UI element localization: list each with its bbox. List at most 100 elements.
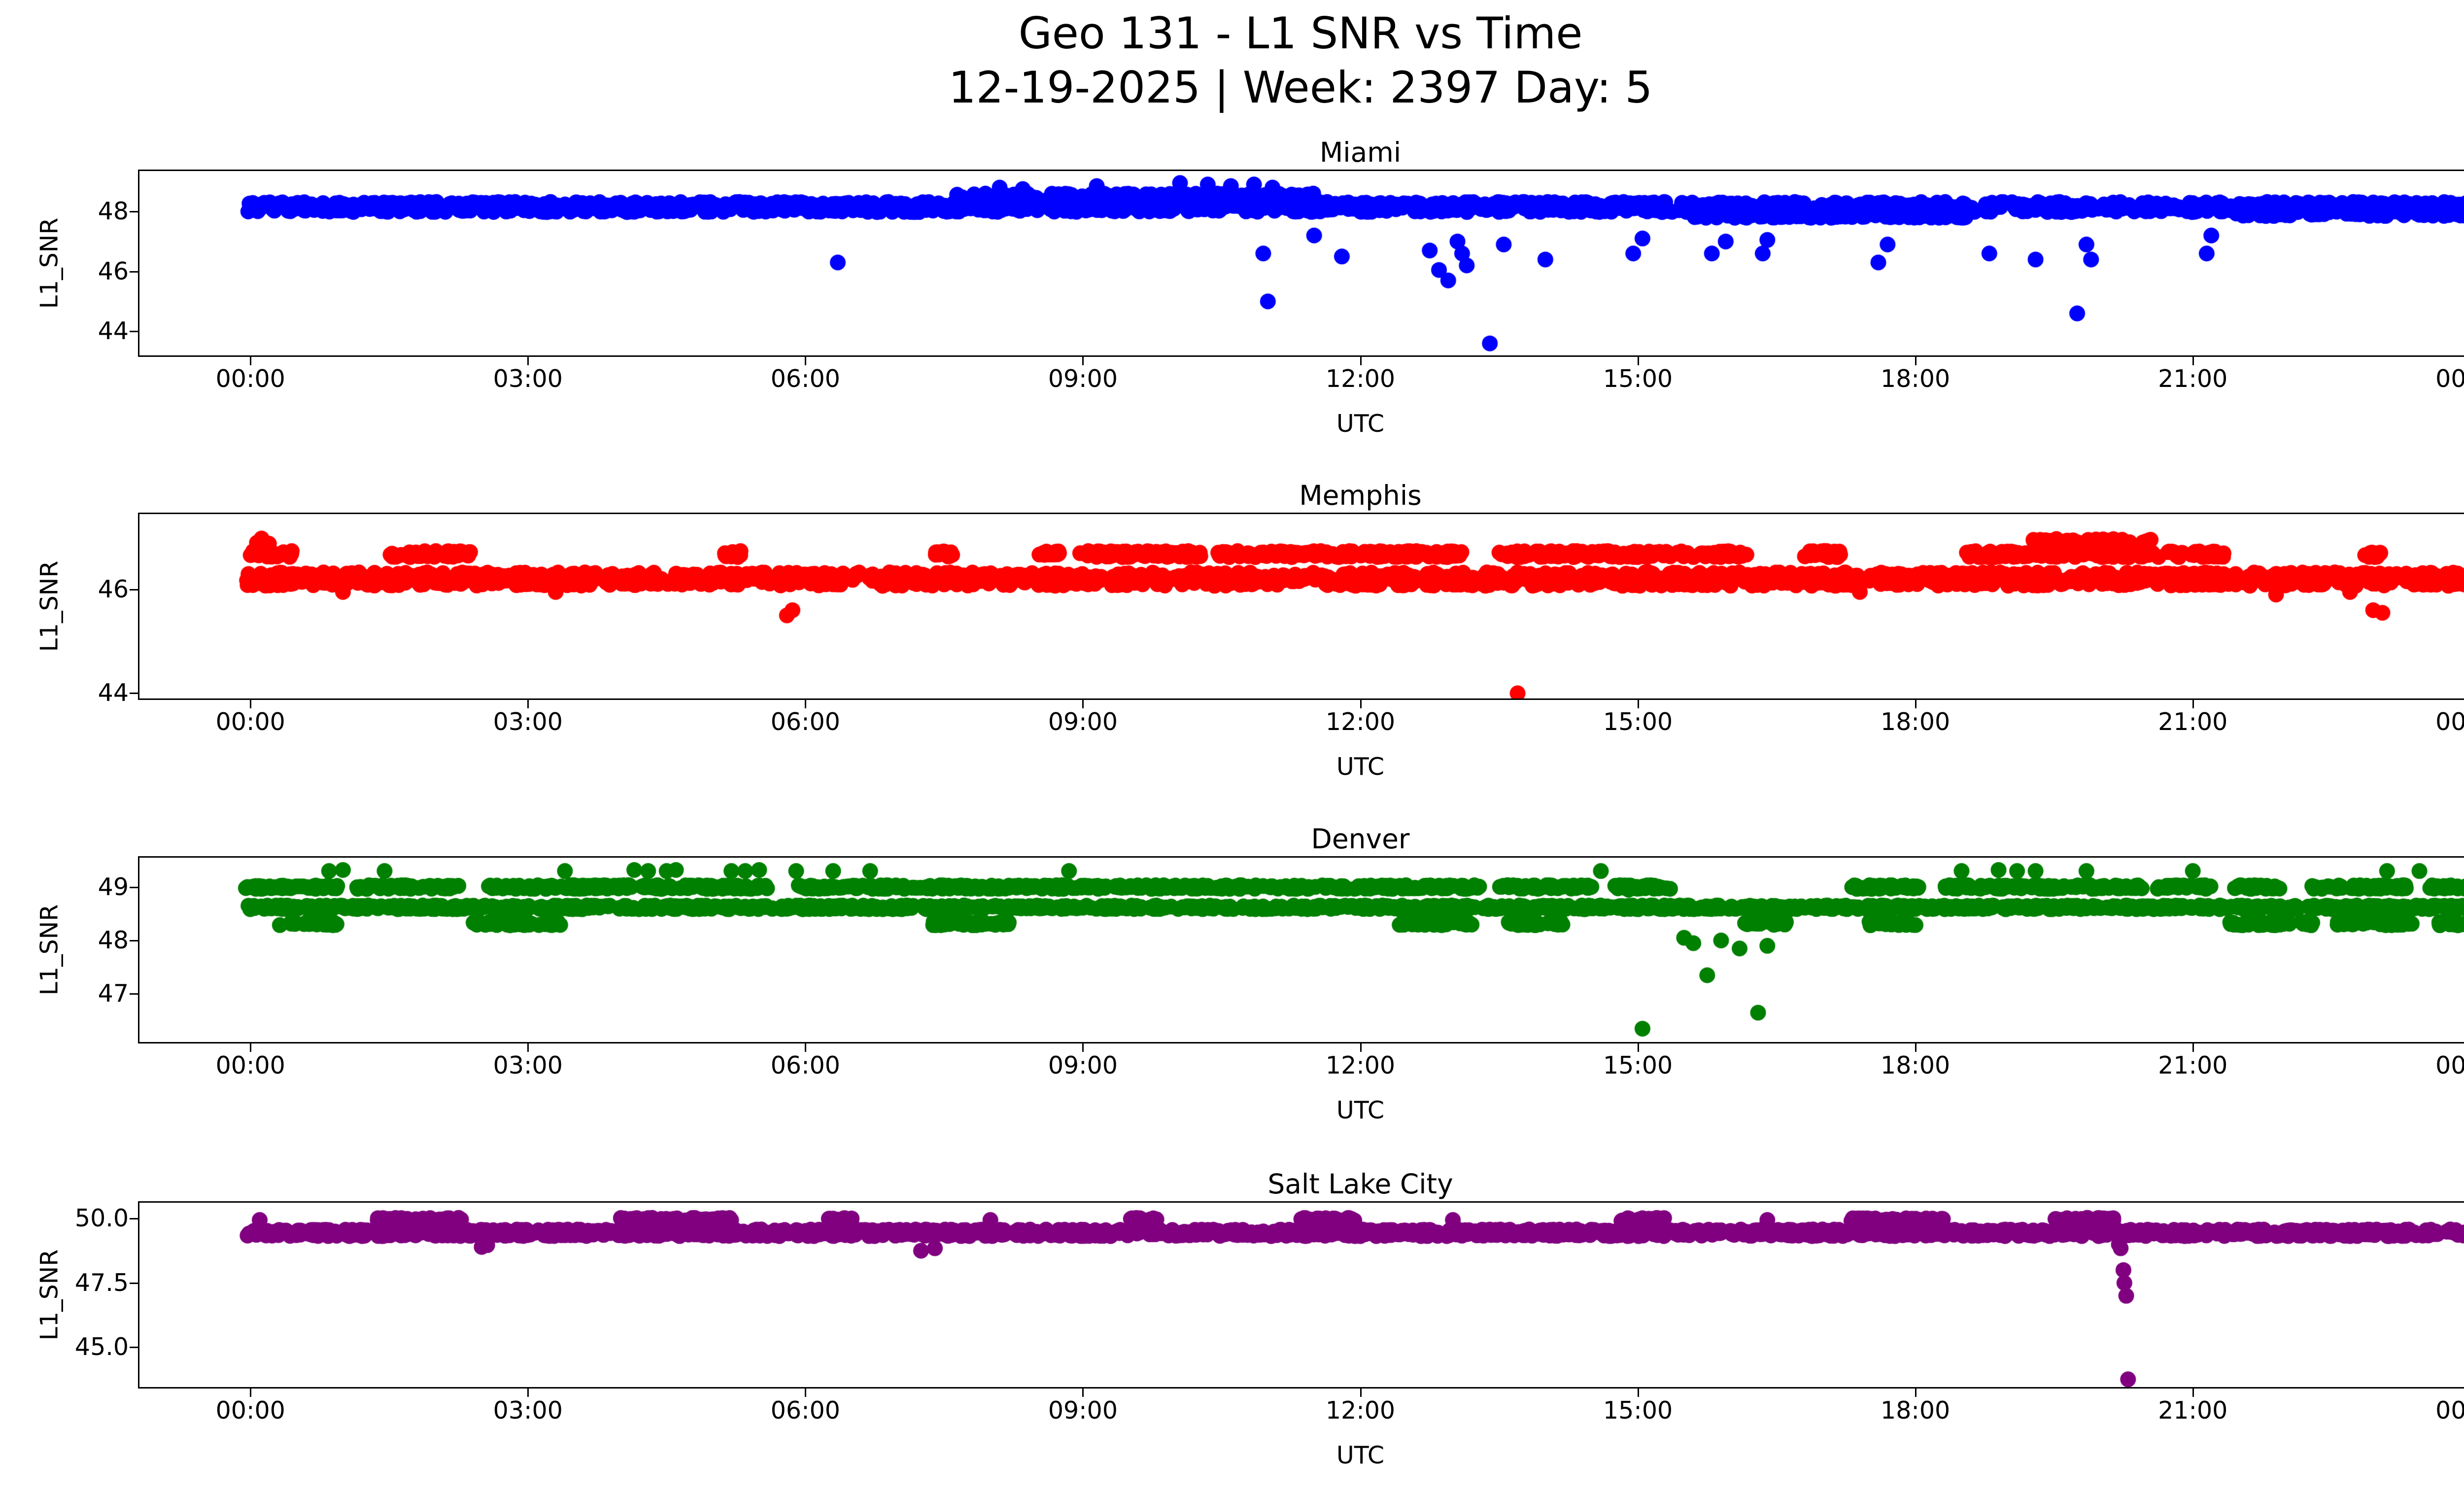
y-tick-label: 44 [98, 317, 129, 346]
x-tick-label: 21:00 [2158, 708, 2228, 736]
x-axis-label-denver: UTC [1336, 1096, 1385, 1124]
memphis-scatter-canvas [139, 514, 2464, 698]
y-tick-label: 46 [98, 257, 129, 285]
x-tick-label: 21:00 [2158, 1051, 2228, 1079]
x-tick-mark [1637, 700, 1639, 708]
y-tick-mark [130, 1218, 138, 1220]
x-tick-mark [2192, 1043, 2194, 1052]
x-tick-label: 00:00 [215, 708, 285, 736]
x-tick-mark [1637, 1043, 1639, 1052]
x-tick-mark [1082, 357, 1084, 365]
x-tick-label: 06:00 [770, 708, 840, 736]
x-tick-mark [1360, 357, 1362, 365]
x-tick-label: 15:00 [1603, 1051, 1673, 1079]
denver-scatter-canvas [139, 858, 2464, 1042]
x-tick-label: 18:00 [1881, 708, 1951, 736]
x-tick-label: 12:00 [1325, 365, 1396, 393]
subplot-title-miami: Miami [1319, 137, 1402, 168]
x-tick-label: 12:00 [1325, 1396, 1396, 1425]
y-tick-mark [130, 993, 138, 995]
x-tick-label: 18:00 [1881, 1051, 1951, 1079]
x-axis-label-salt-lake-city: UTC [1336, 1441, 1385, 1469]
x-axis-label-memphis: UTC [1336, 753, 1385, 781]
x-tick-label: 15:00 [1603, 365, 1673, 393]
plot-area-salt-lake-city [138, 1201, 2464, 1389]
x-tick-mark [1082, 1043, 1084, 1052]
x-tick-mark [2192, 1389, 2194, 1397]
x-tick-label: 00:00 [215, 1396, 285, 1425]
y-tick-mark [130, 589, 138, 591]
subplot-title-salt-lake-city: Salt Lake City [1267, 1168, 1453, 1200]
x-tick-mark [250, 357, 252, 365]
y-tick-mark [130, 1282, 138, 1284]
x-tick-label: 00:00 [2435, 1396, 2464, 1425]
x-tick-label: 09:00 [1048, 1051, 1118, 1079]
figure-title-line2: 12-19-2025 | Week: 2397 Day: 5 [948, 62, 1653, 113]
x-tick-mark [805, 700, 807, 708]
x-tick-mark [2192, 700, 2194, 708]
figure-title-line1: Geo 131 - L1 SNR vs Time [1018, 8, 1583, 59]
x-tick-mark [805, 1389, 807, 1397]
x-tick-label: 03:00 [493, 1051, 563, 1079]
x-tick-label: 12:00 [1325, 1051, 1396, 1079]
x-tick-mark [250, 700, 252, 708]
x-tick-label: 06:00 [770, 1396, 840, 1425]
y-tick-label: 47.5 [74, 1268, 129, 1297]
y-tick-label: 48 [98, 197, 129, 226]
x-tick-mark [1360, 1043, 1362, 1052]
x-tick-label: 12:00 [1325, 708, 1396, 736]
x-tick-mark [1360, 1389, 1362, 1397]
x-tick-mark [527, 1043, 529, 1052]
x-tick-mark [1915, 1043, 1916, 1052]
x-tick-mark [1082, 700, 1084, 708]
x-tick-label: 06:00 [770, 1051, 840, 1079]
x-tick-mark [1915, 357, 1916, 365]
x-tick-label: 09:00 [1048, 1396, 1118, 1425]
x-tick-label: 15:00 [1603, 708, 1673, 736]
x-tick-label: 00:00 [2435, 708, 2464, 736]
miami-scatter-canvas [139, 171, 2464, 355]
x-tick-label: 06:00 [770, 365, 840, 393]
y-tick-mark [130, 1347, 138, 1349]
x-tick-mark [527, 700, 529, 708]
y-tick-label: 47 [98, 979, 129, 1008]
x-tick-label: 21:00 [2158, 365, 2228, 393]
y-tick-mark [130, 331, 138, 333]
x-tick-label: 09:00 [1048, 708, 1118, 736]
x-tick-mark [1637, 1389, 1639, 1397]
x-tick-label: 15:00 [1603, 1396, 1673, 1425]
x-tick-mark [1915, 1389, 1916, 1397]
y-tick-label: 46 [98, 575, 129, 603]
x-tick-label: 00:00 [215, 365, 285, 393]
x-tick-label: 00:00 [2435, 1051, 2464, 1079]
y-tick-mark [130, 693, 138, 695]
x-tick-mark [1637, 357, 1639, 365]
x-tick-label: 18:00 [1881, 365, 1951, 393]
plot-area-memphis [138, 513, 2464, 700]
y-tick-mark [130, 940, 138, 942]
subplot-title-memphis: Memphis [1299, 480, 1422, 511]
y-tick-label: 44 [98, 679, 129, 707]
x-tick-mark [250, 1043, 252, 1052]
y-tick-label: 50.0 [74, 1204, 129, 1233]
y-tick-label: 49 [98, 872, 129, 901]
x-tick-mark [1915, 700, 1916, 708]
x-tick-mark [1360, 700, 1362, 708]
x-tick-mark [2192, 357, 2194, 365]
x-tick-label: 00:00 [2435, 365, 2464, 393]
x-tick-mark [527, 1389, 529, 1397]
x-tick-label: 03:00 [493, 1396, 563, 1425]
x-tick-mark [805, 357, 807, 365]
x-tick-label: 09:00 [1048, 365, 1118, 393]
x-tick-label: 18:00 [1881, 1396, 1951, 1425]
x-tick-mark [250, 1389, 252, 1397]
x-tick-label: 03:00 [493, 365, 563, 393]
salt-lake-city-scatter-canvas [139, 1203, 2464, 1387]
y-tick-label: 48 [98, 926, 129, 955]
y-tick-mark [130, 886, 138, 888]
x-tick-label: 03:00 [493, 708, 563, 736]
x-axis-label-miami: UTC [1336, 410, 1385, 438]
x-tick-mark [527, 357, 529, 365]
x-tick-label: 21:00 [2158, 1396, 2228, 1425]
y-tick-label: 45.0 [74, 1333, 129, 1361]
